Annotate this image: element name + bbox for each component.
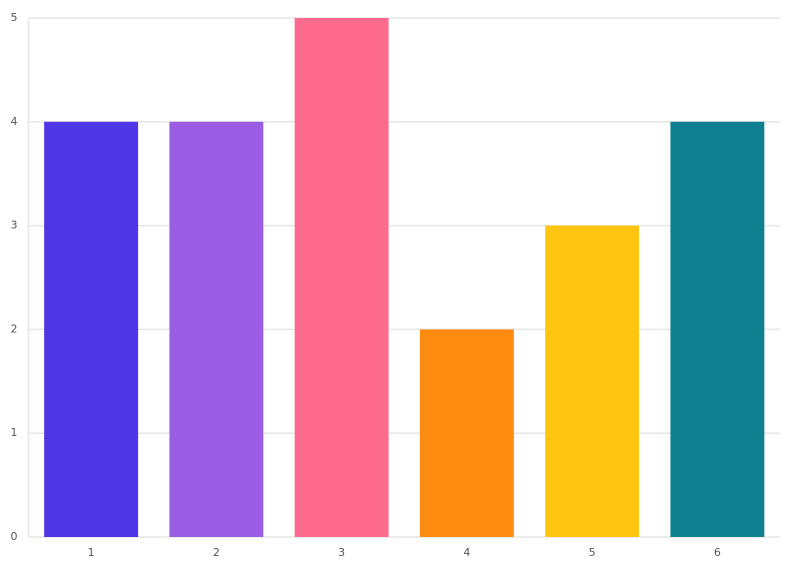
bar: [545, 225, 640, 537]
x-tick-label: 2: [213, 546, 220, 559]
y-tick-label: 3: [11, 219, 18, 232]
bar: [419, 329, 514, 537]
bar: [44, 121, 139, 538]
x-tick-label: 3: [338, 546, 345, 559]
y-tick-label: 2: [11, 322, 18, 335]
y-tick-label: 0: [11, 530, 18, 543]
y-tick-label: 5: [11, 11, 18, 24]
bar: [670, 121, 765, 538]
x-tick-label: 4: [463, 546, 470, 559]
x-tick-label: 5: [589, 546, 596, 559]
y-tick-label: 1: [11, 426, 18, 439]
x-tick-label: 6: [714, 546, 721, 559]
y-tick-label: 4: [11, 115, 18, 128]
bar: [294, 18, 389, 537]
x-tick-label: 1: [88, 546, 95, 559]
bar: [169, 121, 264, 538]
